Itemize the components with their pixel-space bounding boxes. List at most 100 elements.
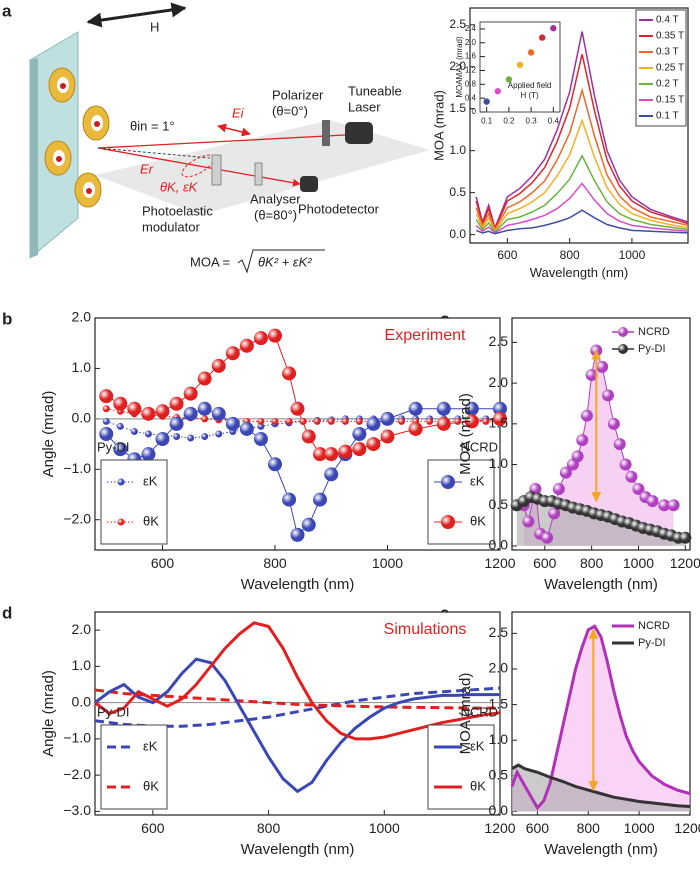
marker bbox=[268, 457, 282, 472]
marker bbox=[141, 406, 156, 421]
x-axis-label: Applied field bbox=[508, 81, 552, 90]
dot bbox=[60, 83, 66, 89]
marker bbox=[99, 427, 114, 441]
y-tick-label: −3.0 bbox=[63, 802, 91, 818]
label: modulator bbox=[142, 219, 200, 234]
legend-label: 0.35 T bbox=[656, 31, 684, 42]
marker bbox=[301, 429, 316, 444]
marker bbox=[113, 396, 128, 411]
marker bbox=[211, 358, 226, 373]
y-tick-label: 1.6 bbox=[465, 52, 477, 61]
panel-label: b bbox=[2, 309, 12, 328]
legend-marker bbox=[441, 475, 455, 489]
y-tick-label: 0.0 bbox=[72, 410, 92, 426]
marker bbox=[493, 401, 507, 416]
chart: 600 800 1000 1200 −2.0 −1.0 0.0 1.0 2.0 Wavelengt… bbox=[40, 309, 516, 593]
marker bbox=[576, 434, 589, 447]
marker bbox=[102, 417, 110, 425]
x-tick-label: 600 bbox=[497, 248, 517, 262]
y-axis-label: MOAMAX (mrad) bbox=[455, 36, 464, 98]
marker bbox=[225, 346, 240, 361]
marker bbox=[646, 495, 659, 508]
marker bbox=[155, 404, 170, 419]
chart: 0.1 0.2 0.3 0.4 0 0.4 0.8 1.2 1.6 2.0 2.4 Applied f… bbox=[455, 21, 561, 126]
series-line bbox=[475, 154, 689, 234]
series-line bbox=[475, 87, 689, 232]
marker bbox=[239, 338, 254, 353]
marker bbox=[493, 411, 507, 426]
legend-label: Py-DI bbox=[638, 637, 666, 649]
marker bbox=[596, 360, 609, 373]
marker bbox=[313, 447, 327, 462]
x-tick-label: 1000 bbox=[369, 820, 400, 836]
legend-label: 0.25 T bbox=[656, 63, 684, 74]
point bbox=[550, 25, 557, 32]
marker bbox=[99, 389, 114, 404]
annotation: Experiment bbox=[385, 327, 466, 344]
legend-box bbox=[427, 724, 495, 810]
marker bbox=[215, 430, 223, 438]
series-line bbox=[510, 624, 691, 811]
panel-label: d bbox=[2, 603, 12, 622]
point bbox=[483, 98, 490, 105]
label: Photoelastic bbox=[142, 203, 213, 218]
marker bbox=[290, 527, 305, 542]
marker bbox=[352, 427, 367, 441]
y-tick-label: −2.0 bbox=[63, 510, 91, 526]
x-tick-label: 0.3 bbox=[526, 117, 538, 126]
label: θin = 1° bbox=[130, 118, 175, 133]
chart: 600 800 1000 1200 0.0 0.5 1.0 1.5 2.0 2.5 Waveleng… bbox=[457, 317, 700, 593]
legend-label: θK bbox=[143, 513, 159, 528]
marker bbox=[613, 438, 626, 451]
chart: 600 800 1000 1200 −3.0 −2.0 −1.0 0.0 1.0 2.0 Wavel… bbox=[40, 611, 516, 858]
y-tick-label: 0.5 bbox=[489, 496, 509, 512]
marker bbox=[324, 467, 339, 482]
marker bbox=[632, 482, 645, 495]
legend-box bbox=[100, 459, 168, 545]
polarizer-plate bbox=[322, 120, 330, 146]
y-axis-label: MOA (mrad) bbox=[457, 393, 474, 475]
series-line bbox=[475, 182, 689, 234]
legend-marker bbox=[117, 478, 125, 486]
marker bbox=[268, 328, 282, 343]
legend-label: εK bbox=[143, 473, 158, 488]
x-tick-label: 800 bbox=[263, 555, 287, 571]
photodetector bbox=[300, 176, 318, 192]
marker bbox=[253, 432, 268, 447]
legend-box bbox=[100, 724, 168, 810]
marker bbox=[580, 409, 593, 422]
dot bbox=[56, 156, 62, 162]
y-tick-label: 0.0 bbox=[489, 802, 509, 818]
label: (θ=0°) bbox=[272, 103, 308, 118]
marker bbox=[454, 417, 462, 425]
marker bbox=[607, 417, 620, 430]
point bbox=[505, 76, 513, 83]
marker bbox=[408, 421, 423, 436]
x-tick-label: 1000 bbox=[372, 555, 403, 571]
marker bbox=[102, 405, 110, 413]
y-tick-label: 1.0 bbox=[72, 359, 92, 375]
annotation: Simulations bbox=[384, 621, 467, 638]
panel-label: a bbox=[2, 1, 12, 20]
series-line bbox=[94, 688, 500, 710]
chart: 600 800 1000 1200 0.0 0.5 1.0 1.5 2.0 2.5 Waveleng… bbox=[457, 611, 700, 858]
series-line bbox=[94, 657, 500, 794]
x-axis-label: Wavelength (nm) bbox=[241, 576, 355, 593]
marker bbox=[571, 450, 584, 463]
marker bbox=[541, 531, 554, 544]
marker bbox=[341, 417, 349, 425]
marker bbox=[285, 417, 293, 425]
marker bbox=[426, 417, 434, 425]
marker bbox=[127, 401, 142, 416]
y-tick-label: 0.0 bbox=[72, 693, 92, 709]
label: Analyser bbox=[250, 191, 301, 206]
series-line bbox=[475, 209, 689, 235]
dot bbox=[94, 121, 100, 127]
y-tick-label: 2.0 bbox=[449, 59, 466, 73]
x-tick-label: 0.1 bbox=[481, 117, 493, 126]
x-axis-label: Wavelength (nm) bbox=[544, 841, 658, 858]
y-axis-label: Angle (mrad) bbox=[40, 670, 57, 757]
y-tick-label: −1.0 bbox=[63, 460, 91, 476]
x-tick-label: 800 bbox=[257, 820, 281, 836]
